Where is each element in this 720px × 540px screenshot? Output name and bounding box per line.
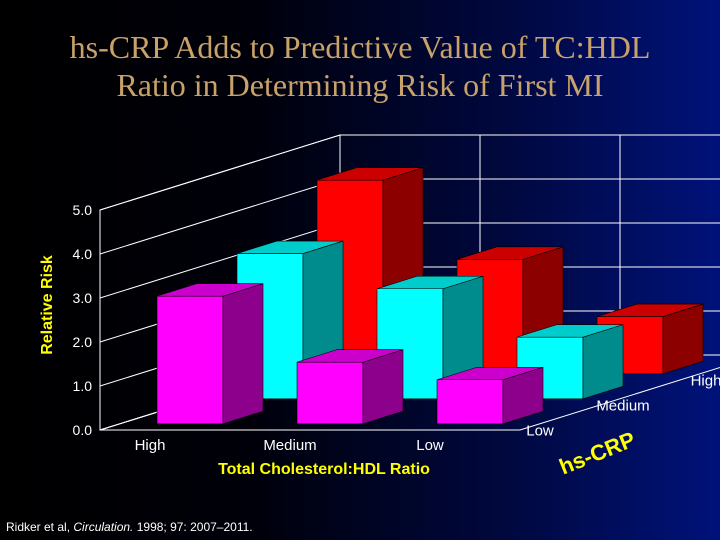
- x-tick-label: High: [135, 437, 166, 454]
- bar-front: [436, 379, 504, 425]
- citation-authors: Ridker et al,: [6, 520, 74, 534]
- depth-tick-label: Low: [526, 423, 554, 440]
- y-tick-label: 1.0: [73, 378, 93, 394]
- bar-top: [516, 324, 624, 338]
- y-tick-label: 5.0: [73, 202, 93, 218]
- bar-front: [156, 295, 224, 425]
- slide-title: hs-CRP Adds to Predictive Value of TC:HD…: [0, 28, 720, 104]
- y-tick-labels: 0.0 1.0 2.0 3.0 4.0 5.0: [73, 202, 93, 438]
- bar-low-medium: [296, 349, 404, 425]
- x-tick-labels: High Medium Low: [135, 437, 444, 454]
- x-tick-label: Low: [416, 437, 444, 454]
- chart-bars: [156, 167, 704, 425]
- y-axis-label: Relative Risk: [39, 255, 56, 355]
- depth-tick-labels: Low Medium High: [526, 373, 720, 440]
- bar-side: [362, 349, 404, 425]
- bar-top: [156, 283, 264, 297]
- citation-journal: Circulation.: [73, 520, 134, 534]
- y-tick-label: 4.0: [73, 246, 93, 262]
- bar-front: [296, 361, 364, 425]
- bar-top: [236, 240, 344, 254]
- citation: Ridker et al, Circulation. 1998; 97: 200…: [6, 520, 253, 534]
- depth-tick-label: Medium: [596, 398, 649, 415]
- bar-top: [436, 366, 544, 381]
- bar-low-low: [436, 366, 544, 425]
- bar-side: [582, 324, 624, 400]
- bar-side: [222, 283, 264, 425]
- bar-low-high: [156, 283, 264, 425]
- title-line-1: hs-CRP Adds to Predictive Value of TC:HD…: [69, 29, 651, 65]
- y-tick-label: 3.0: [73, 290, 93, 306]
- citation-details: 1998; 97: 2007–2011.: [133, 520, 253, 534]
- y-tick-label: 2.0: [73, 334, 93, 350]
- bar-top: [316, 167, 424, 181]
- bar-top: [596, 303, 704, 317]
- depth-tick-label: High: [691, 373, 720, 390]
- x-axis-label: Total Cholesterol:HDL Ratio: [218, 461, 430, 478]
- depth-axis-label: hs-CRP: [556, 427, 639, 480]
- bar-top: [296, 349, 404, 363]
- x-tick-label: Medium: [263, 437, 316, 454]
- y-tick-label: 0.0: [73, 422, 93, 438]
- bar-top: [456, 246, 564, 260]
- bar-top: [376, 275, 484, 290]
- title-line-2: Ratio in Determining Risk of First MI: [116, 67, 604, 103]
